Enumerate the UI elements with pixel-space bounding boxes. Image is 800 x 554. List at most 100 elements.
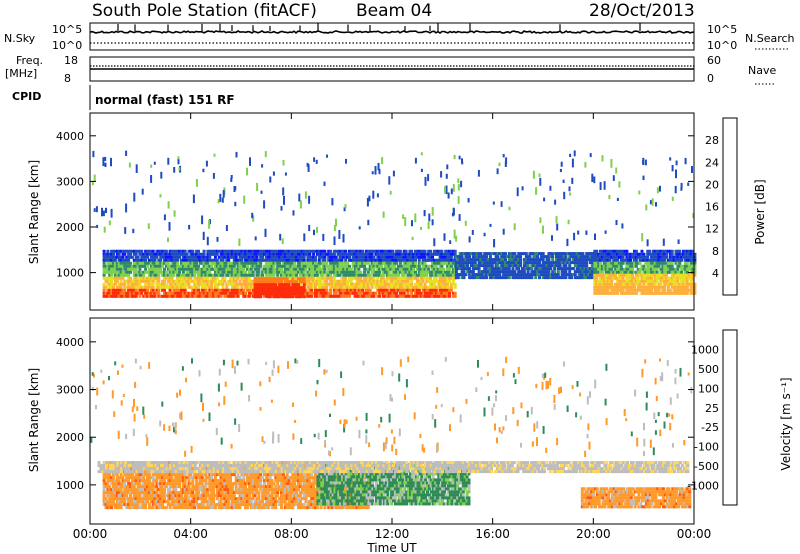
echo-cell	[121, 291, 125, 295]
nave-tick-high: 60	[707, 54, 721, 67]
echo-cell	[191, 258, 195, 262]
echo-cell	[198, 270, 202, 274]
echo-cell	[689, 288, 693, 292]
echo-cell	[432, 273, 436, 277]
echo-cell	[321, 252, 325, 256]
echo-cell	[140, 273, 144, 277]
echo-cell	[448, 258, 451, 262]
echo-cell	[177, 159, 180, 165]
echo-cell	[693, 252, 697, 256]
echo-cell	[348, 264, 351, 268]
echo-cell	[397, 258, 400, 262]
echo-cell	[481, 258, 485, 262]
echo-cell	[153, 270, 157, 274]
echo-cell	[653, 276, 657, 280]
echo-cell	[636, 285, 640, 289]
echo-cell	[223, 288, 227, 292]
echo-cell	[410, 267, 414, 271]
echo-cell	[132, 479, 136, 483]
echo-cell	[475, 267, 479, 271]
echo-cell	[404, 270, 408, 274]
echo-cell	[329, 282, 333, 286]
echo-cell	[219, 270, 223, 274]
echo-cell	[370, 285, 374, 289]
echo-cell	[429, 249, 433, 253]
echo-cell	[569, 153, 572, 158]
echo-cell	[257, 267, 261, 271]
echo-cell	[121, 479, 125, 483]
echo-cell	[163, 497, 166, 501]
echo-cell	[404, 252, 408, 256]
echo-cell	[113, 279, 117, 283]
echo-cell	[302, 295, 306, 299]
echo-cell	[115, 485, 119, 489]
echo-cell	[130, 249, 134, 253]
echo-cell	[616, 270, 619, 274]
echo-cell	[113, 273, 117, 277]
cpid-row: CPID normal (fast) 151 RF	[12, 85, 235, 110]
echo-cell	[138, 279, 142, 283]
echo-cell	[115, 294, 119, 298]
echo-cell	[297, 283, 300, 287]
echo-cell	[359, 276, 363, 280]
echo-cell	[240, 255, 244, 259]
echo-cell	[528, 258, 532, 262]
echo-cell	[602, 291, 606, 295]
echo-cell	[623, 258, 627, 262]
echo-cell	[257, 249, 261, 253]
echo-cell	[676, 258, 680, 262]
echo-cell	[604, 264, 608, 268]
echo-cell	[236, 285, 240, 289]
echo-cell	[680, 273, 684, 277]
echo-cell	[251, 285, 255, 289]
echo-cell	[475, 255, 479, 259]
echo-cell	[500, 201, 503, 207]
echo-cell	[666, 270, 670, 274]
echo-cell	[602, 276, 606, 280]
echo-cell	[312, 264, 316, 268]
echo-cell	[215, 276, 219, 280]
echo-cell	[127, 249, 131, 253]
echo-cell	[344, 285, 348, 289]
echo-cell	[536, 264, 540, 268]
echo-cell	[528, 255, 532, 259]
echo-cell	[361, 282, 365, 286]
echo-cell	[146, 279, 149, 283]
echo-cell	[487, 267, 490, 271]
echo-cell	[270, 286, 274, 290]
echo-cell	[234, 201, 237, 207]
echo-cell	[633, 252, 636, 256]
echo-cell	[665, 249, 669, 253]
echo-cell	[181, 255, 185, 259]
echo-cell	[244, 279, 248, 283]
echo-cell	[138, 476, 142, 480]
echo-cell	[317, 258, 321, 262]
echo-cell	[621, 285, 625, 289]
echo-cell	[259, 286, 263, 290]
echo-cell	[659, 258, 663, 262]
echo-cell	[363, 282, 367, 286]
echo-cell	[123, 291, 127, 295]
echo-cell	[200, 267, 204, 271]
echo-cell	[616, 249, 619, 253]
echo-cell	[323, 294, 327, 298]
echo-cell	[676, 273, 680, 277]
freq-label-2: [MHz]	[5, 67, 37, 80]
echo-cell	[419, 294, 423, 298]
echo-cell	[674, 255, 678, 259]
echo-cell	[134, 279, 138, 283]
echo-cell	[149, 264, 153, 268]
echo-cell	[153, 267, 157, 271]
echo-cell	[595, 264, 599, 268]
echo-cell	[678, 258, 682, 262]
echo-cell	[616, 255, 619, 259]
echo-cell	[306, 282, 310, 286]
echo-cell	[170, 494, 174, 498]
echo-cell	[434, 273, 438, 277]
echo-cell	[351, 276, 355, 280]
echo-cell	[494, 264, 498, 268]
echo-cell	[259, 258, 263, 262]
echo-cell	[507, 276, 511, 280]
echo-cell	[172, 285, 176, 289]
echo-cell	[577, 230, 580, 235]
